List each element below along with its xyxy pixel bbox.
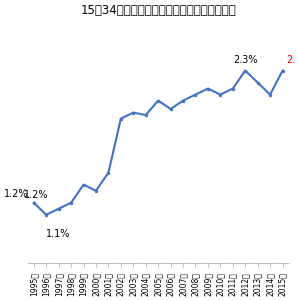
Text: 1.2%: 1.2%: [4, 189, 29, 199]
Text: 1.1%: 1.1%: [46, 229, 70, 239]
Text: 2.: 2.: [286, 55, 296, 64]
Title: 15〜34歳人口に占める若年無業者の割合推移: 15〜34歳人口に占める若年無業者の割合推移: [80, 4, 236, 17]
Text: 2.3%: 2.3%: [233, 55, 257, 64]
Text: 1.2%: 1.2%: [24, 190, 48, 200]
